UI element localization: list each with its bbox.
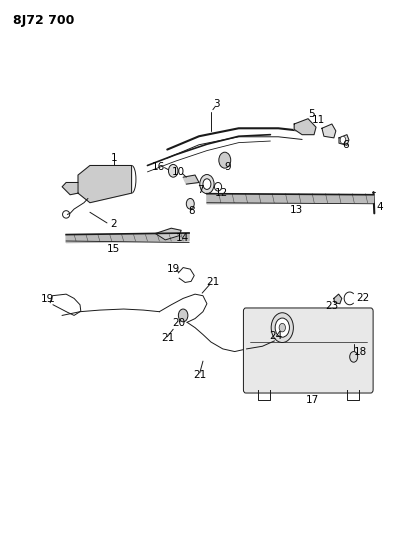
Text: 13: 13	[289, 205, 303, 215]
Text: 12: 12	[215, 188, 228, 198]
Text: 14: 14	[176, 233, 189, 244]
Text: 21: 21	[206, 278, 220, 287]
Polygon shape	[62, 182, 78, 195]
Polygon shape	[339, 135, 349, 146]
Circle shape	[186, 198, 194, 209]
Text: 21: 21	[193, 370, 207, 381]
Circle shape	[275, 318, 289, 337]
Text: 24: 24	[270, 330, 283, 341]
Text: 19: 19	[167, 264, 180, 274]
Polygon shape	[66, 233, 189, 243]
Circle shape	[168, 165, 178, 177]
Text: 9: 9	[224, 161, 231, 172]
Text: 8J72 700: 8J72 700	[13, 14, 74, 27]
Text: 20: 20	[172, 318, 185, 328]
Text: 3: 3	[214, 99, 220, 109]
Text: 19: 19	[41, 294, 54, 304]
Polygon shape	[334, 294, 342, 304]
Polygon shape	[183, 175, 199, 184]
Circle shape	[200, 174, 214, 193]
Text: 17: 17	[305, 395, 319, 406]
Text: 7: 7	[197, 185, 203, 195]
Text: 16: 16	[152, 161, 165, 172]
Polygon shape	[294, 119, 316, 135]
Circle shape	[219, 152, 231, 168]
Circle shape	[340, 136, 346, 144]
Circle shape	[178, 309, 188, 322]
Text: 21: 21	[162, 333, 175, 343]
Circle shape	[203, 179, 211, 189]
Text: 18: 18	[354, 346, 367, 357]
Polygon shape	[322, 124, 336, 138]
Circle shape	[350, 352, 358, 362]
Text: 4: 4	[376, 202, 383, 212]
Polygon shape	[78, 165, 132, 203]
FancyBboxPatch shape	[244, 308, 373, 393]
Text: 10: 10	[172, 167, 185, 177]
Text: 8: 8	[188, 206, 194, 216]
Text: 5: 5	[308, 109, 314, 119]
Polygon shape	[207, 193, 373, 204]
Polygon shape	[155, 228, 181, 240]
Circle shape	[279, 324, 285, 332]
Text: 22: 22	[356, 293, 369, 303]
Text: 23: 23	[325, 301, 338, 311]
Text: 2: 2	[110, 219, 117, 229]
Text: 6: 6	[342, 140, 349, 150]
Text: 11: 11	[311, 115, 325, 125]
Text: 15: 15	[107, 245, 120, 254]
Circle shape	[271, 313, 293, 343]
Text: 1: 1	[110, 152, 117, 163]
